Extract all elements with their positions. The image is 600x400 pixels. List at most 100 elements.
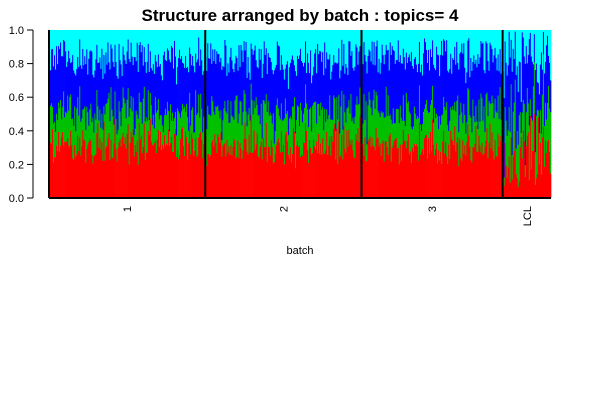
bar-segment-topic-4 [410,30,413,53]
bar-segment-topic-1 [289,147,292,199]
bar-segment-topic-4 [166,30,169,49]
bar-segment-topic-2 [380,110,383,156]
bar-segment-topic-3 [535,63,538,116]
bar-segment-topic-1 [522,130,525,199]
bar-segment-topic-3 [270,61,273,116]
bar-segment-topic-1 [170,136,173,199]
bar-segment-topic-3 [343,43,345,95]
bar-segment-topic-3 [203,71,205,117]
bar-segment-topic-1 [257,156,260,199]
sample-bar [105,30,107,199]
sample-bar [427,30,429,199]
bar-segment-topic-3 [394,63,397,124]
bar-segment-topic-3 [144,61,147,122]
bar-segment-topic-3 [516,66,519,132]
bar-segment-topic-4 [61,30,63,57]
sample-bar [224,30,226,199]
bar-segment-topic-2 [368,91,370,140]
bar-segment-topic-3 [175,56,177,112]
bar-segment-topic-2 [53,123,55,163]
bar-segment-topic-2 [193,132,195,156]
bar-segment-topic-3 [156,66,159,111]
sample-bar [291,30,294,199]
bar-segment-topic-4 [295,30,298,76]
sample-bar [70,30,72,199]
bar-segment-topic-3 [131,56,134,112]
sample-bar [367,30,369,199]
sample-bar [445,30,447,199]
bar-segment-topic-2 [363,93,365,157]
bar-segment-topic-2 [119,111,121,140]
bar-segment-topic-2 [233,119,235,139]
bar-segment-topic-2 [529,99,532,117]
bar-segment-topic-3 [545,45,548,120]
bar-segment-topic-1 [359,116,361,199]
bar-segment-topic-1 [163,134,166,199]
bar-segment-topic-3 [114,44,116,92]
bar-segment-topic-1 [238,157,240,199]
bar-segment-topic-4 [123,30,125,55]
bar-segment-topic-4 [162,30,165,56]
bar-segment-topic-1 [173,133,176,199]
bar-segment-topic-3 [379,73,381,117]
bar-segment-topic-1 [307,149,309,199]
sample-bar [297,30,300,199]
bar-segment-topic-1 [470,160,472,199]
bar-segment-topic-2 [67,95,69,139]
bar-segment-topic-1 [154,140,157,199]
bar-segment-topic-2 [336,96,338,129]
bar-segment-topic-3 [352,67,354,118]
x-tick-label: 3 [427,206,439,212]
bar-segment-topic-4 [248,30,250,73]
bar-segment-topic-1 [378,146,380,199]
bar-segment-topic-4 [380,30,383,63]
bar-segment-topic-2 [50,105,52,143]
bar-segment-topic-2 [387,95,390,156]
sample-bar [539,30,542,199]
bar-segment-topic-1 [474,143,476,199]
bar-segment-topic-2 [207,105,209,155]
bar-segment-topic-2 [179,113,181,156]
bar-segment-topic-2 [420,130,423,153]
bar-segment-topic-2 [386,115,389,147]
sample-bar [232,30,234,199]
x-tick-label: 1 [122,206,134,212]
sample-bar [89,30,91,199]
bar-segment-topic-1 [88,141,90,199]
bar-segment-topic-2 [246,125,248,152]
bar-segment-topic-1 [147,130,150,199]
bar-segment-topic-1 [454,126,456,199]
sample-bar [136,30,139,199]
sample-bar [92,30,94,199]
sample-bar [138,30,141,199]
bar-segment-topic-4 [347,30,349,76]
sample-bar [409,30,412,199]
bar-segment-topic-4 [184,30,186,68]
sample-bar [314,30,316,199]
bar-segment-topic-1 [483,153,485,199]
sample-bar [147,30,150,199]
bar-segment-topic-4 [264,30,267,55]
sample-bar [217,30,219,199]
bar-segment-topic-4 [125,30,127,64]
bar-segment-topic-2 [155,112,158,154]
sample-bar [165,30,168,199]
bar-segment-topic-2 [72,118,74,159]
bar-segment-topic-2 [364,119,366,138]
bar-segment-topic-2 [135,110,138,153]
bar-segment-topic-2 [338,94,340,122]
bar-segment-topic-2 [78,115,80,152]
bar-segment-topic-4 [63,30,65,40]
bar-segment-topic-3 [444,40,446,107]
bar-segment-topic-4 [283,30,286,80]
sample-bar [523,30,526,199]
bar-segment-topic-2 [444,106,446,154]
bar-segment-topic-2 [232,117,234,148]
bar-segment-topic-4 [482,30,484,43]
bar-segment-topic-4 [279,30,282,71]
sample-bar [235,30,237,199]
bar-segment-topic-4 [272,30,275,75]
bar-segment-topic-4 [378,30,380,59]
bar-segment-topic-2 [478,99,480,136]
bar-segment-topic-2 [151,124,154,145]
